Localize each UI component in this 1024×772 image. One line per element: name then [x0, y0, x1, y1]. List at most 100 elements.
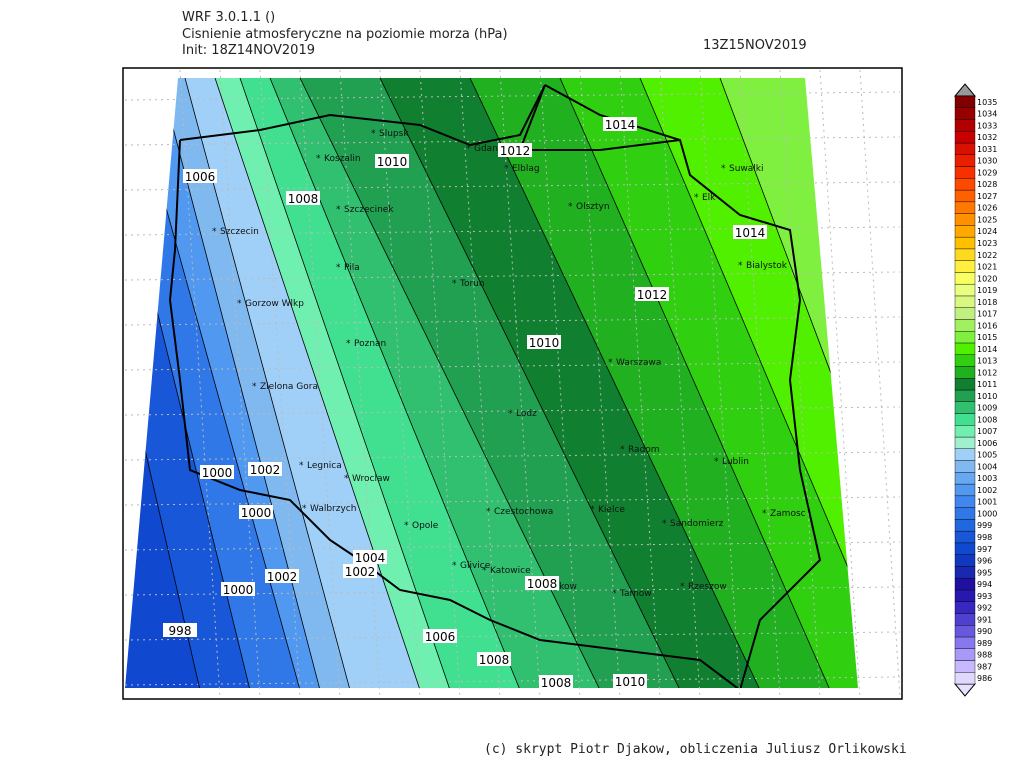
- city-label: Kielce: [598, 505, 625, 515]
- isobar-label-box: [265, 569, 299, 583]
- colorbar-swatch: [954, 213, 976, 226]
- isobar: [269, 78, 521, 688]
- colorbar-label: 1016: [977, 321, 997, 330]
- colorbar-swatch: [954, 166, 976, 179]
- colorbar-swatch: [954, 319, 976, 332]
- colorbar-swatch: [954, 613, 976, 626]
- isobar-label-box: [286, 191, 320, 205]
- isobar-label-box: [603, 117, 637, 131]
- city-label: Warszawa: [616, 358, 661, 368]
- colorbar-swatch: [954, 201, 976, 214]
- pressure-band: [470, 78, 830, 688]
- colorbar-label: 1014: [977, 345, 997, 354]
- colorbar-swatch: [954, 307, 976, 320]
- colorbar-swatch: [954, 142, 976, 155]
- pressure-band: [300, 78, 680, 688]
- colorbar-label: 990: [977, 627, 992, 636]
- colorbar-swatch: [954, 272, 976, 285]
- isobar-label: 1008: [527, 577, 558, 591]
- colorbar-swatch: [954, 625, 976, 638]
- isobar: [214, 78, 421, 688]
- city-marker: *: [302, 504, 307, 514]
- colorbar-swatch: [954, 260, 976, 273]
- valid: 13Z15NOV2019: [703, 38, 807, 53]
- isobar-label-box: [183, 169, 217, 183]
- colorbar-label: 989: [977, 639, 992, 648]
- init: Init: 18Z14NOV2019: [182, 43, 315, 58]
- colorbar-arrow-top: [953, 83, 977, 97]
- colorbar-label: 1022: [977, 251, 997, 260]
- colorbar-label: 1004: [977, 462, 997, 471]
- colorbar-label: 1010: [977, 392, 997, 401]
- city-label: Bialystok: [746, 261, 788, 271]
- isobar-label-box: [221, 582, 255, 596]
- city-marker: *: [452, 279, 457, 289]
- colorbar-swatch: [954, 483, 976, 497]
- city-label: Pila: [344, 263, 360, 273]
- colorbar-label: 994: [977, 580, 992, 589]
- city-marker: *: [486, 507, 491, 517]
- colorbar-label: 1035: [977, 98, 997, 107]
- city-label: Tarnow: [619, 589, 652, 599]
- isobar-label: 1002: [250, 463, 281, 477]
- colorbar-label: 1015: [977, 333, 997, 342]
- colorbar-label: 1011: [977, 380, 997, 389]
- model: WRF 3.0.1.1 (): [182, 10, 275, 25]
- isobar-label-box: [477, 652, 511, 666]
- isobar: [469, 78, 761, 688]
- colorbar-label: 1034: [977, 110, 997, 119]
- city-marker: *: [404, 521, 409, 531]
- city-marker: *: [371, 129, 376, 139]
- isobar-label: 998: [169, 624, 192, 638]
- isobar-label-box: [248, 462, 282, 476]
- colorbar-label: 1023: [977, 239, 997, 248]
- colorbar-swatch: [954, 413, 976, 426]
- colorbar-label: 1017: [977, 310, 997, 319]
- colorbar-label: 1027: [977, 192, 997, 201]
- colorbar-label: 1033: [977, 121, 997, 130]
- colorbar-swatch: [954, 331, 976, 344]
- isobar-label-box: [239, 505, 273, 519]
- city-label: Olsztyn: [576, 202, 610, 212]
- city-marker: *: [568, 202, 573, 212]
- colorbar-label: 1019: [977, 286, 997, 295]
- colorbar-swatch: [954, 295, 976, 308]
- isobar-label-box: [423, 629, 457, 643]
- colorbar-swatch: [954, 401, 976, 414]
- colorbar-swatch: [954, 131, 976, 144]
- pressure-band: [215, 78, 450, 688]
- city-marker: *: [612, 589, 617, 599]
- colorbar-label: 1005: [977, 451, 997, 460]
- colorbar-label: 997: [977, 545, 992, 554]
- city-label: Czestochowa: [494, 507, 553, 517]
- city-marker: *: [466, 144, 471, 154]
- isobar-label: 1002: [267, 570, 298, 584]
- pressure-band: [160, 78, 350, 688]
- colorbar-swatch: [954, 436, 976, 450]
- colorbar-label: 987: [977, 662, 992, 671]
- colorbar-label: 1003: [977, 474, 997, 483]
- colorbar-swatch: [954, 248, 976, 261]
- city-marker: *: [714, 457, 719, 467]
- colorbar-label: 1032: [977, 133, 997, 142]
- colorbar-label: 1020: [977, 274, 997, 283]
- isobar-label: 1000: [223, 583, 254, 597]
- city-marker: *: [212, 227, 217, 237]
- city-marker: *: [336, 263, 341, 273]
- colorbar-label: 1031: [977, 145, 997, 154]
- isobar-label: 1008: [288, 192, 319, 206]
- city-label: Opole: [412, 521, 439, 531]
- city-marker: *: [504, 164, 509, 174]
- colorbar-swatch: [954, 366, 976, 379]
- colorbar-label: 1018: [977, 298, 997, 307]
- colorbar-label: 995: [977, 568, 992, 577]
- colorbar-swatch: [954, 660, 976, 673]
- colorbar-swatch: [954, 601, 976, 614]
- colorbar-swatch: [954, 672, 976, 685]
- city-label: Wroclaw: [352, 474, 390, 484]
- city-label: Katowice: [490, 566, 531, 576]
- city-marker: *: [344, 474, 349, 484]
- city-marker: *: [680, 582, 685, 592]
- isobar-label: 1002: [345, 565, 376, 579]
- isobar-label-box: [527, 335, 561, 349]
